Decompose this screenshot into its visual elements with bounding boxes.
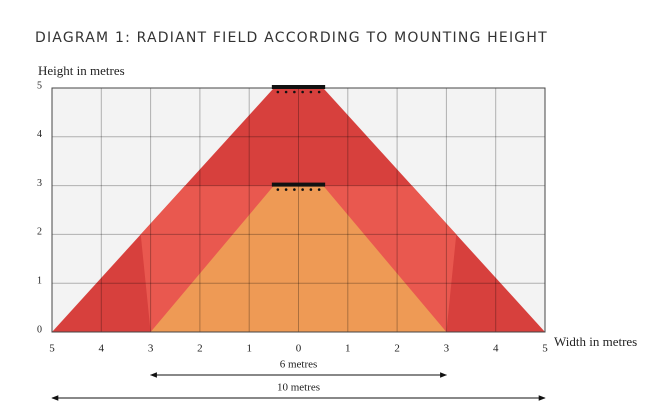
y-axis-label: Height in metres (38, 63, 125, 78)
y-tick-label: 2 (37, 227, 42, 238)
fixture-led (301, 188, 304, 191)
y-tick-label: 1 (37, 275, 42, 286)
fixture (271, 85, 326, 89)
y-tick-label: 3 (37, 178, 42, 189)
fixture (271, 182, 326, 187)
y-tick-label: 5 (37, 80, 42, 91)
fixture-led (317, 90, 321, 94)
x-tick-label: 1 (345, 343, 351, 355)
chart-title: DIAGRAM 1: RADIANT FIELD ACCORDING TO MO… (35, 30, 548, 46)
fixture-led (293, 90, 296, 94)
fixture-led (284, 90, 288, 94)
fixture-led (293, 188, 296, 191)
x-tick-label: 5 (49, 343, 55, 355)
fixture-led (309, 90, 313, 94)
x-tick-label: 2 (197, 343, 203, 355)
x-tick-label: 2 (394, 343, 400, 355)
x-tick-label: 1 (246, 343, 252, 355)
fixture-led (284, 188, 288, 191)
y-tick-label: 0 (37, 324, 42, 335)
dimension-label: 10 metres (277, 382, 320, 394)
radiant-field (150, 185, 447, 332)
fixture-led (309, 188, 313, 191)
x-axis-label: Width in metres (554, 334, 637, 349)
fixture-led (276, 188, 280, 191)
fixture-led (301, 90, 304, 94)
x-tick-label: 4 (493, 343, 499, 355)
x-tick-label: 3 (148, 343, 154, 355)
fixture-led (317, 188, 321, 191)
x-tick-label: 0 (296, 343, 302, 355)
dimension-label: 6 metres (280, 359, 318, 371)
fixture-led (276, 90, 280, 94)
x-tick-label: 4 (99, 343, 105, 355)
x-tick-label: 5 (542, 343, 548, 355)
y-tick-label: 4 (37, 129, 42, 140)
x-tick-label: 3 (444, 343, 450, 355)
